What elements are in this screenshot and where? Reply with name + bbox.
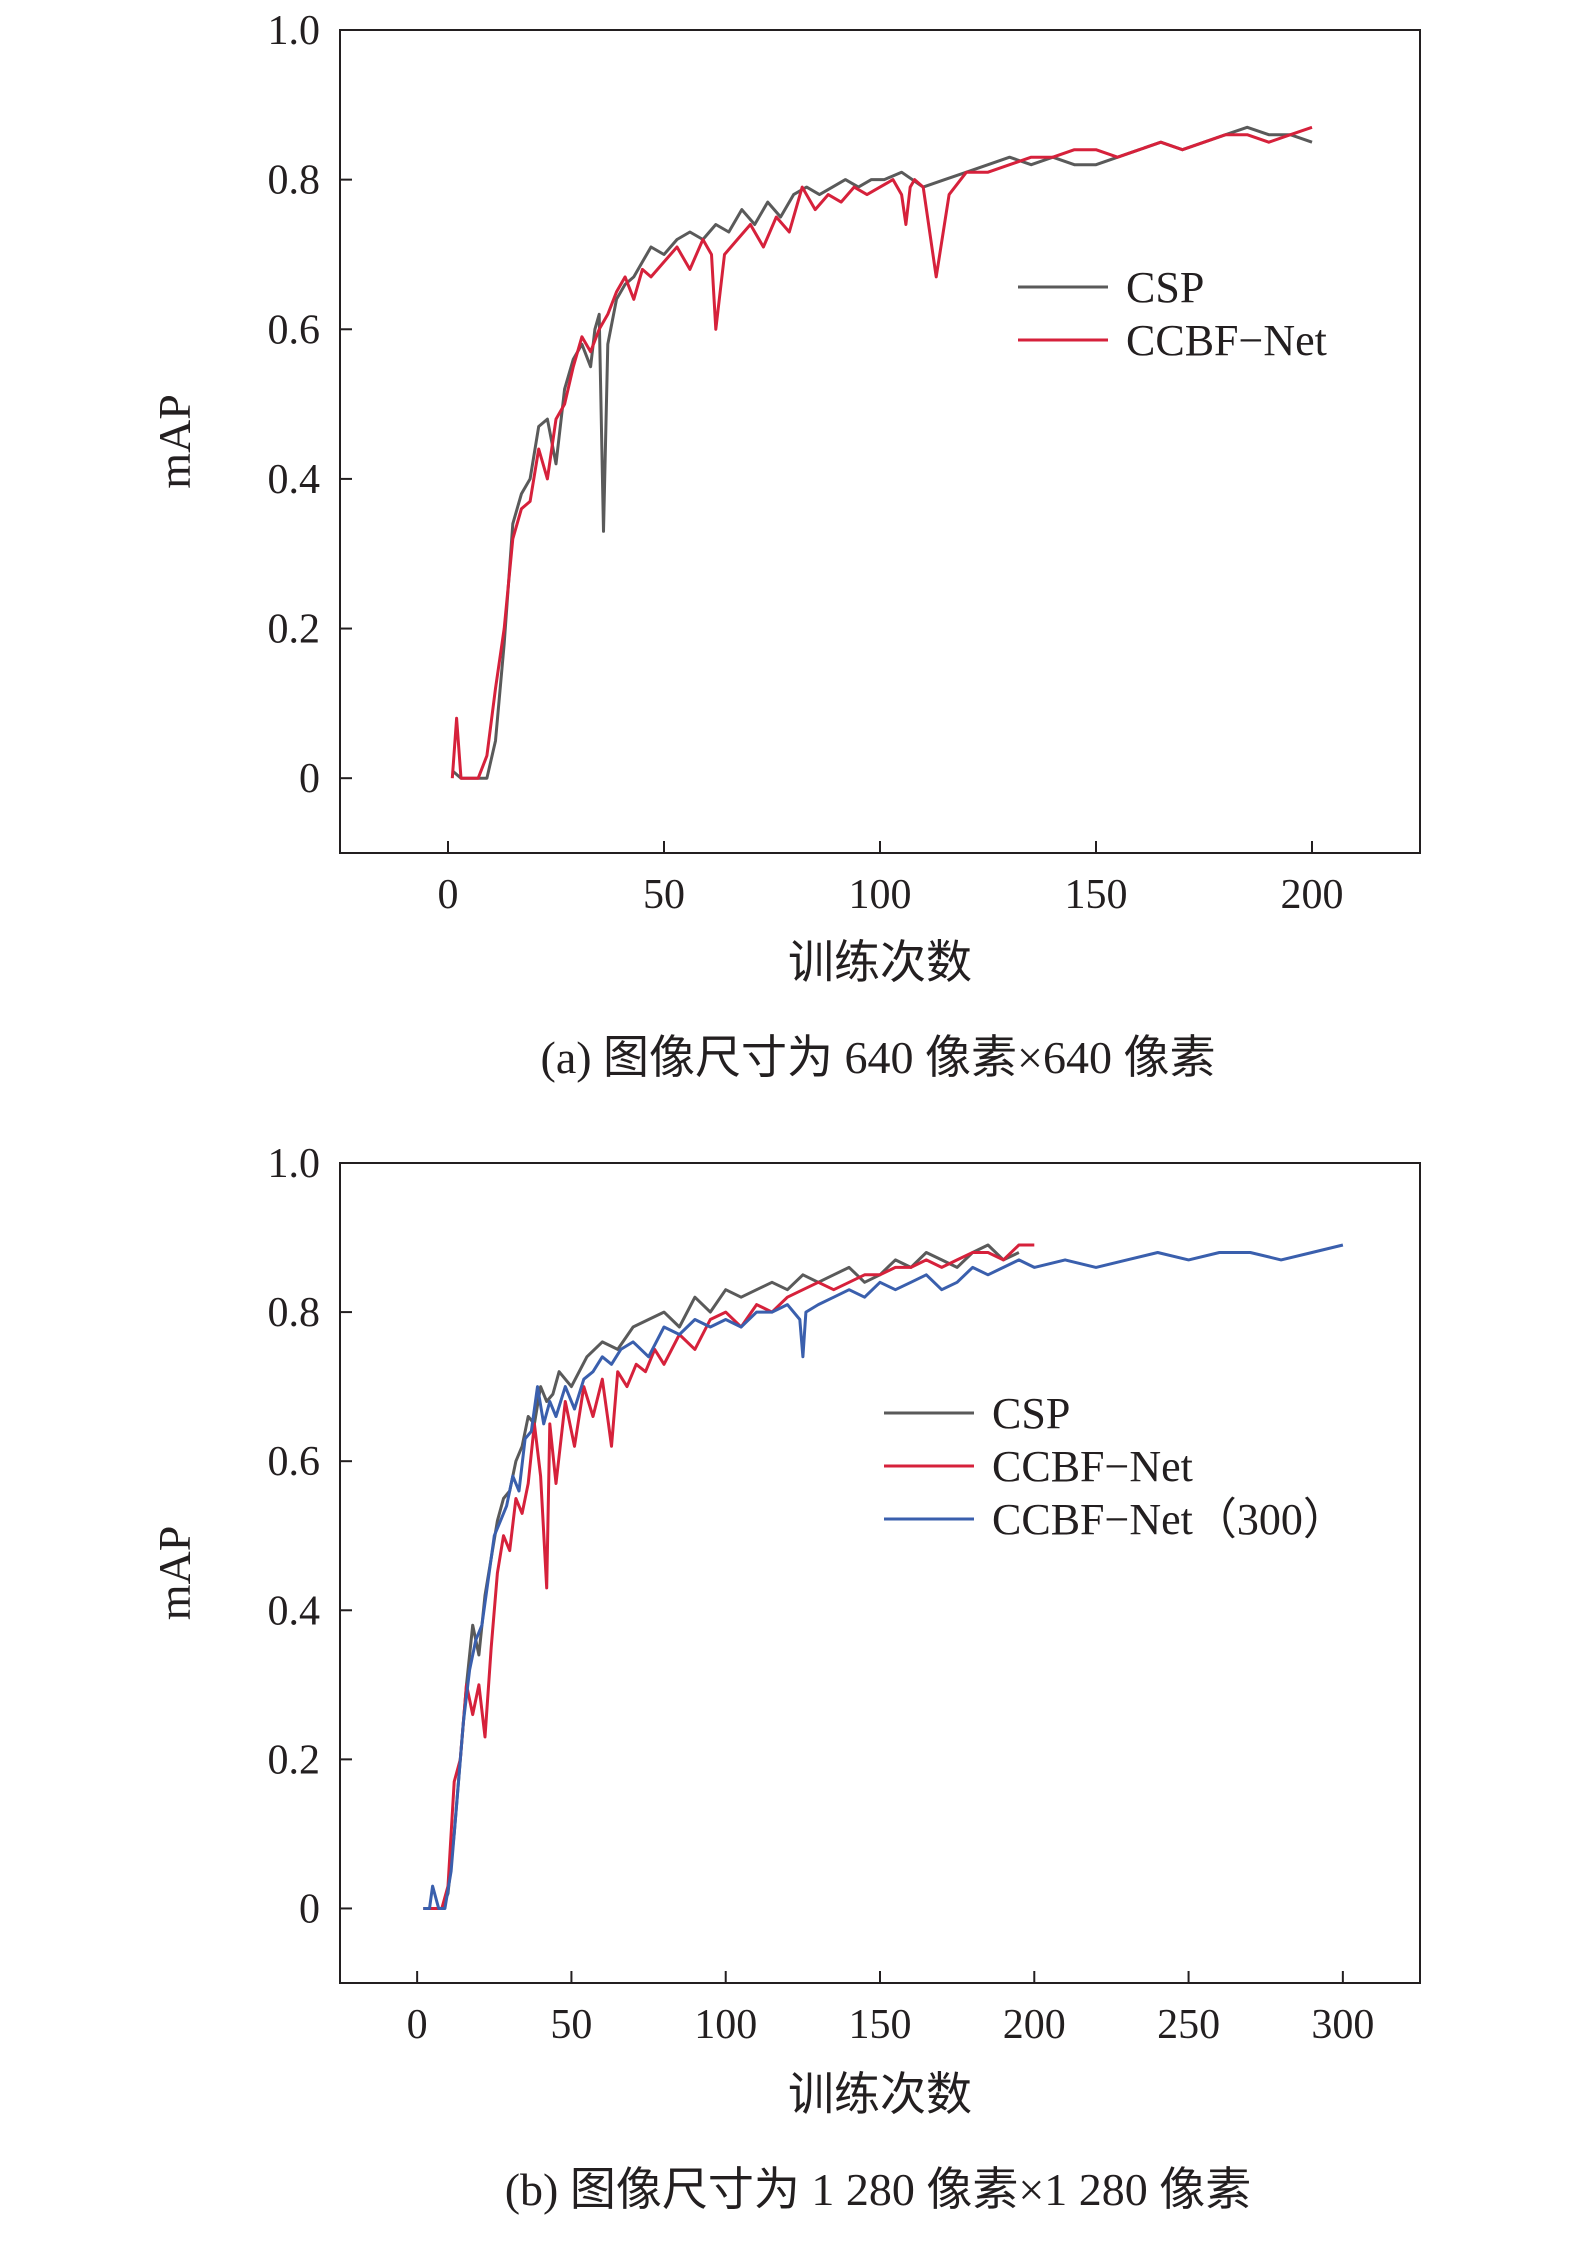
series-line-2 — [450, 125, 1313, 780]
y-tick-label: 1.0 — [268, 1141, 321, 1187]
x-tick-label: 250 — [1157, 2002, 1220, 2048]
x-tick-label: 50 — [643, 872, 685, 918]
x-tick-label: 200 — [1281, 872, 1344, 918]
y-tick-label: 0.4 — [268, 457, 321, 503]
figure-caption: (b) 图像尺寸为 1 280 像素×1 280 像素 — [505, 2164, 1252, 2215]
figure-caption: (a) 图像尺寸为 640 像素×640 像素 — [541, 1032, 1216, 1083]
x-axis-label: 训练次数 — [788, 2069, 972, 2120]
x-tick-label: 300 — [1311, 2002, 1374, 2048]
series-line-2 — [423, 1243, 1035, 1910]
plot-frame — [339, 29, 1421, 854]
chart-1: 0 0.2 0.4 0.6 0.8 1.0 0 50 100 150 200 训练次数 mAP CSPCC… — [149, 8, 1421, 1083]
chart-2: 0 0.2 0.4 0.6 0.8 1.0 0 50 100 150 200 250 300 训练次数 mA… — [149, 1141, 1421, 2215]
legend-label-1: CSP — [992, 1389, 1070, 1438]
x-tick-label: 50 — [550, 2002, 592, 2048]
x-tick-label: 100 — [849, 872, 912, 918]
legend-label-1: CSP — [1126, 263, 1204, 312]
x-tick-label: 150 — [849, 2002, 912, 2048]
x-tick-label: 200 — [1003, 2002, 1066, 2048]
y-tick-label: 0.6 — [268, 1439, 321, 1485]
x-tick-label: 100 — [694, 2002, 757, 2048]
y-tick-label: 0 — [299, 1886, 320, 1932]
y-tick-label: 0 — [299, 756, 320, 802]
y-tick-label: 0.2 — [268, 607, 321, 653]
x-tick-label: 150 — [1065, 872, 1128, 918]
legend-label-3: CCBF−Net（300） — [992, 1495, 1347, 1544]
y-tick-label: 0.6 — [268, 307, 321, 353]
y-tick-label: 0.8 — [268, 158, 321, 204]
y-axis-label: mAP — [149, 1526, 200, 1621]
plot-frame — [339, 1162, 1421, 1984]
series-line-1 — [451, 125, 1313, 780]
x-tick-label: 0 — [438, 872, 459, 918]
legend-label-2: CCBF−Net — [992, 1442, 1193, 1491]
series-line-1 — [423, 1243, 1020, 1910]
x-tick-label: 0 — [407, 2002, 428, 2048]
y-tick-label: 0.2 — [268, 1737, 321, 1783]
x-axis-label: 训练次数 — [788, 937, 972, 988]
y-tick-label: 0.8 — [268, 1290, 321, 1336]
series-line-3 — [423, 1243, 1344, 1910]
y-tick-label: 1.0 — [268, 8, 321, 54]
y-tick-label: 0.4 — [268, 1588, 321, 1634]
y-axis-label: mAP — [149, 394, 200, 489]
legend-label-2: CCBF−Net — [1126, 316, 1327, 365]
